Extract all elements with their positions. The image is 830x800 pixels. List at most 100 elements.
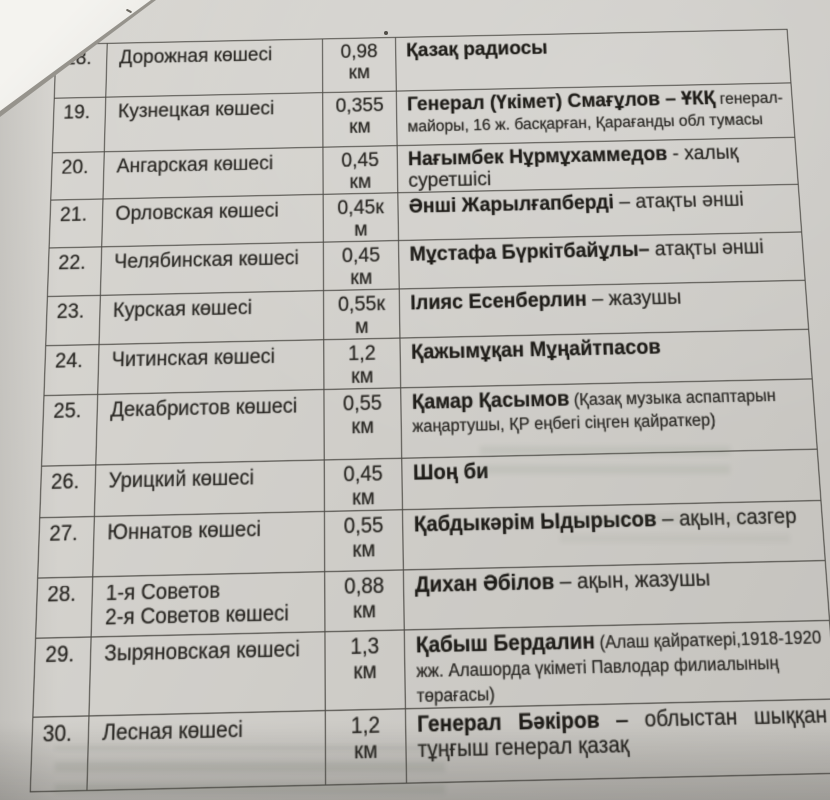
- distance-value: 0,55: [343, 514, 384, 539]
- row-number: 30.: [42, 721, 73, 748]
- distance-value: 0,45к: [337, 196, 384, 220]
- description-part: Қажымұқан Мұңайтпасов: [410, 336, 662, 365]
- row-number-cell: 26.: [39, 464, 96, 518]
- street-name: Челябинская көшесі: [113, 247, 299, 274]
- street-name: Курская көшесі: [112, 296, 253, 323]
- description-part: Қабдыкәрім Ыдырысов: [413, 508, 658, 538]
- distance-value: 0,55: [342, 392, 383, 416]
- distance-value: 0,45: [341, 149, 380, 172]
- row-number-cell: 23.: [45, 295, 101, 346]
- description-part: Нағымбек Нұрмұхаммедов: [407, 143, 668, 171]
- street-name-cell: Кузнецкая көшесі: [104, 92, 323, 152]
- description-part: Қазақ радиосы: [406, 37, 548, 62]
- row-number: 21.: [59, 203, 88, 227]
- distance-cell: 0,355 км: [322, 91, 398, 148]
- distance-unit: км: [349, 171, 372, 194]
- description-part: Ілияс Есенберлин: [410, 288, 588, 315]
- description-part: Дихан Әбілов: [414, 570, 555, 598]
- description-cell: Әнші Жарылғапберді – атақты әнші: [397, 184, 802, 241]
- row-number: 20.: [61, 156, 89, 179]
- distance-unit: м: [354, 315, 369, 339]
- row-number-cell: 22.: [47, 246, 102, 297]
- description-cell: Қамар Қасымов (Қазақ музыка аспаптарын ж…: [400, 378, 818, 459]
- distance-value: 1,2: [348, 342, 376, 366]
- description-cell: Шоң би: [401, 449, 821, 510]
- row-number-cell: 30.: [30, 715, 89, 792]
- row-number-cell: 27.: [37, 516, 95, 579]
- distance-unit: км: [348, 62, 371, 84]
- street-name-cell: Урицкий көшесі: [94, 459, 325, 517]
- row-number-cell: 25.: [41, 394, 98, 467]
- row-number: 29.: [44, 642, 75, 668]
- row-number: 27.: [48, 521, 79, 547]
- street-name-cell: Курская көшесі: [99, 290, 324, 345]
- row-number: 23.: [56, 300, 85, 324]
- row-number: 19.: [63, 101, 91, 124]
- description-part: Қабыш Бердалин: [415, 629, 596, 659]
- row-number-cell: 29.: [32, 636, 92, 718]
- street-name: Дорожная көшесі: [119, 44, 273, 69]
- street-name: Декабристов көшесі: [110, 394, 298, 423]
- street-name-cell: Декабристов көшесі: [95, 389, 325, 465]
- description-cell: Мұстафа Бүркітбайұлы– атақты әнші: [398, 231, 806, 289]
- distance-unit: км: [352, 538, 376, 563]
- street-name-cell: Юннатов көшесі: [92, 511, 325, 577]
- description-part: Әнші Жарылғапберді: [408, 191, 615, 218]
- description-part: – жазушы: [586, 286, 682, 311]
- street-name-cell: Читинская көшесі: [97, 339, 324, 395]
- row-number-cell: 19.: [52, 97, 106, 153]
- row-number: 22.: [57, 251, 87, 275]
- street-name: Урицкий көшесі: [108, 466, 255, 494]
- distance-unit: км: [350, 266, 373, 290]
- streets-table-wrapper: 18. Дорожная көшесі 0,98 км Қазақ радиосы…: [30, 29, 830, 793]
- description-part: Генерал (Үкімет) Смағұлов – ҰКҚ: [406, 87, 716, 116]
- description-cell: Қабдыкәрім Ыдырысов – ақын, сазгер: [402, 500, 826, 570]
- distance-cell: 0,88 км: [324, 569, 405, 632]
- row-number-cell: 24.: [43, 344, 100, 396]
- description-part: Қамар Қасымов: [411, 388, 570, 415]
- street-name: Ангарская көшесі: [116, 152, 274, 178]
- street-name: Юннатов көшесі: [107, 517, 261, 546]
- distance-unit: км: [353, 738, 378, 765]
- description-cell: Дихан Әбілов – ақын, жазушы: [403, 560, 830, 630]
- description-cell: Қажымұқан Мұңайтпасов: [399, 329, 813, 388]
- row-number-cell: 21.: [49, 198, 104, 248]
- street-name-cell: Дорожная көшесі: [105, 38, 323, 98]
- description-cell: Нағымбек Нұрмұхаммедов - халық суретшісі: [397, 137, 799, 193]
- row-number: 24.: [54, 349, 84, 374]
- distance-value: 0,88: [344, 574, 385, 600]
- distance-value: 1,3: [350, 634, 380, 660]
- streets-table-body: 18. Дорожная көшесі 0,98 км Қазақ радиосы…: [30, 29, 830, 792]
- row-number-cell: 20.: [50, 151, 105, 201]
- row-number: 28.: [46, 582, 77, 608]
- distance-cell: 0,98 км: [322, 37, 397, 93]
- description-part: Мұстафа Бүркітбайұлы–: [409, 238, 650, 267]
- distance-cell: 1,2 км: [325, 708, 407, 786]
- street-name: Читинская көшесі: [111, 345, 276, 372]
- distance-unit: км: [352, 598, 377, 624]
- distance-cell: 1,3 км: [324, 629, 406, 711]
- description-cell: Ілияс Есенберлин – жазушы: [399, 280, 809, 339]
- description-cell: Қабыш Бердалин (Алаш қайраткері,1918-192…: [404, 620, 830, 709]
- street-name-cell: Челябинская көшесі: [100, 242, 324, 296]
- street-name-cell: 1-я Советов 2-я Советов көшесі: [91, 571, 325, 637]
- street-name-cell: Орловская көшесі: [101, 194, 324, 247]
- distance-unit: км: [351, 415, 375, 439]
- description-part: Шоң би: [412, 460, 489, 486]
- street-name-cell: Ангарская көшесі: [103, 147, 324, 199]
- description-part: – ақын, сазгер: [655, 504, 798, 532]
- paper-speck: [384, 31, 388, 35]
- description-part: – атақты әнші: [613, 189, 745, 214]
- description-cell: Қазақ радиосы: [395, 29, 791, 92]
- street-name: Зыряновская көшесі: [103, 637, 300, 667]
- distance-unit: км: [353, 659, 377, 685]
- distance-unit: км: [351, 486, 375, 511]
